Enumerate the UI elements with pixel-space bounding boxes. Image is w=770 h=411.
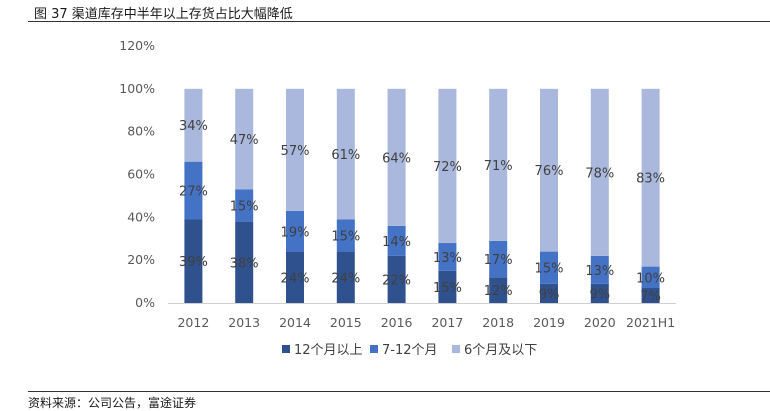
source-note: 资料来源：公司公告，富途证券 [28,396,197,410]
data-label: 64% [382,151,411,166]
y-tick-label: 40% [127,209,155,224]
bar-7-12个月-2018 [489,240,508,278]
y-tick-label: 100% [119,81,155,96]
data-label: 13% [585,264,614,279]
data-label: 9% [539,287,560,302]
data-label: 22% [382,273,411,288]
legend-swatch [370,345,378,353]
x-tick-label: 2018 [482,315,514,330]
bar-6个月及以下-2015 [336,88,355,220]
x-tick-label: 2017 [431,315,463,330]
y-tick-label: 60% [127,167,155,182]
data-label: 15% [230,200,259,215]
legend-label: 12个月以上 [294,343,363,358]
x-tick-label: 2015 [330,315,362,330]
data-label: 71% [484,159,513,174]
data-label: 57% [281,144,310,159]
legend-swatch [452,345,460,353]
bar-12个月以上-2018 [489,277,508,303]
x-tick-label: 2016 [381,315,413,330]
bar-7-12个月-2014 [286,210,304,252]
data-label: 13% [433,251,462,266]
data-label: 15% [433,281,462,296]
x-tick-label: 2021H1 [626,315,675,330]
bar-7-12个月-2019 [540,251,558,284]
bar-6个月及以下-2016 [387,88,406,226]
bar-7-12个月-2016 [387,225,406,256]
x-tick-label: 2012 [177,315,209,330]
data-label: 78% [585,166,614,181]
figure-title: 图 37 渠道库存中半年以上存货占比大幅降低 [34,7,293,22]
bar-6个月及以下-2020 [590,88,609,256]
legend-swatch [282,345,290,353]
data-label: 14% [382,235,411,250]
data-label: 34% [179,119,208,134]
bar-7-12个月-2015 [336,219,355,252]
data-label: 61% [331,148,360,163]
source-rule [28,391,770,392]
data-label: 76% [535,164,564,179]
bar-7-12个月-2012 [184,161,203,220]
title-rule [28,21,770,22]
bar-6个月及以下-2014 [286,88,304,211]
x-tick-label: 2020 [584,315,616,330]
bar-7-12个月-2013 [235,189,254,222]
bar-12个月以上-2014 [286,251,304,303]
bar-6个月及以下-2019 [540,88,558,252]
data-label: 12% [484,284,513,299]
bar-12个月以上-2020 [590,283,609,303]
bar-12个月以上-2019 [540,283,558,303]
bar-6个月及以下-2013 [235,88,254,190]
bar-12个月以上-2012 [184,219,203,303]
data-label: 24% [331,271,360,286]
bar-12个月以上-2017 [438,270,457,303]
x-tick-label: 2013 [228,315,260,330]
data-label: 47% [230,133,259,148]
bar-12个月以上-2016 [387,255,406,303]
bar-6个月及以下-2021H1 [641,88,660,267]
bar-7-12个月-2021H1 [641,266,660,289]
x-tick-label: 2019 [533,315,565,330]
data-label: 17% [484,253,513,268]
data-label: 19% [281,225,310,240]
legend-label: 6个月及以下 [464,343,537,358]
bar-12个月以上-2021H1 [641,288,660,303]
data-label: 7% [640,290,661,305]
y-tick-label: 120% [119,38,155,53]
data-label: 38% [230,256,259,271]
bar-6个月及以下-2018 [489,88,508,241]
data-label: 83% [636,172,665,187]
bar-6个月及以下-2012 [184,88,203,162]
y-tick-label: 0% [135,295,155,310]
bar-12个月以上-2013 [235,221,254,303]
bar-12个月以上-2015 [336,251,355,303]
bar-7-12个月-2020 [590,255,609,284]
bar-7-12个月-2017 [438,243,457,271]
data-label: 15% [535,262,564,277]
data-label: 15% [331,230,360,245]
data-label: 39% [179,255,208,270]
bar-6个月及以下-2017 [438,88,457,244]
y-tick-label: 80% [127,124,155,139]
legend-label: 7-12个月 [382,343,438,358]
data-label: 27% [179,185,208,200]
data-label: 72% [433,160,462,175]
y-tick-label: 20% [127,252,155,267]
data-label: 9% [589,287,610,302]
data-label: 24% [281,271,310,286]
data-label: 10% [636,271,665,286]
x-tick-label: 2014 [279,315,311,330]
